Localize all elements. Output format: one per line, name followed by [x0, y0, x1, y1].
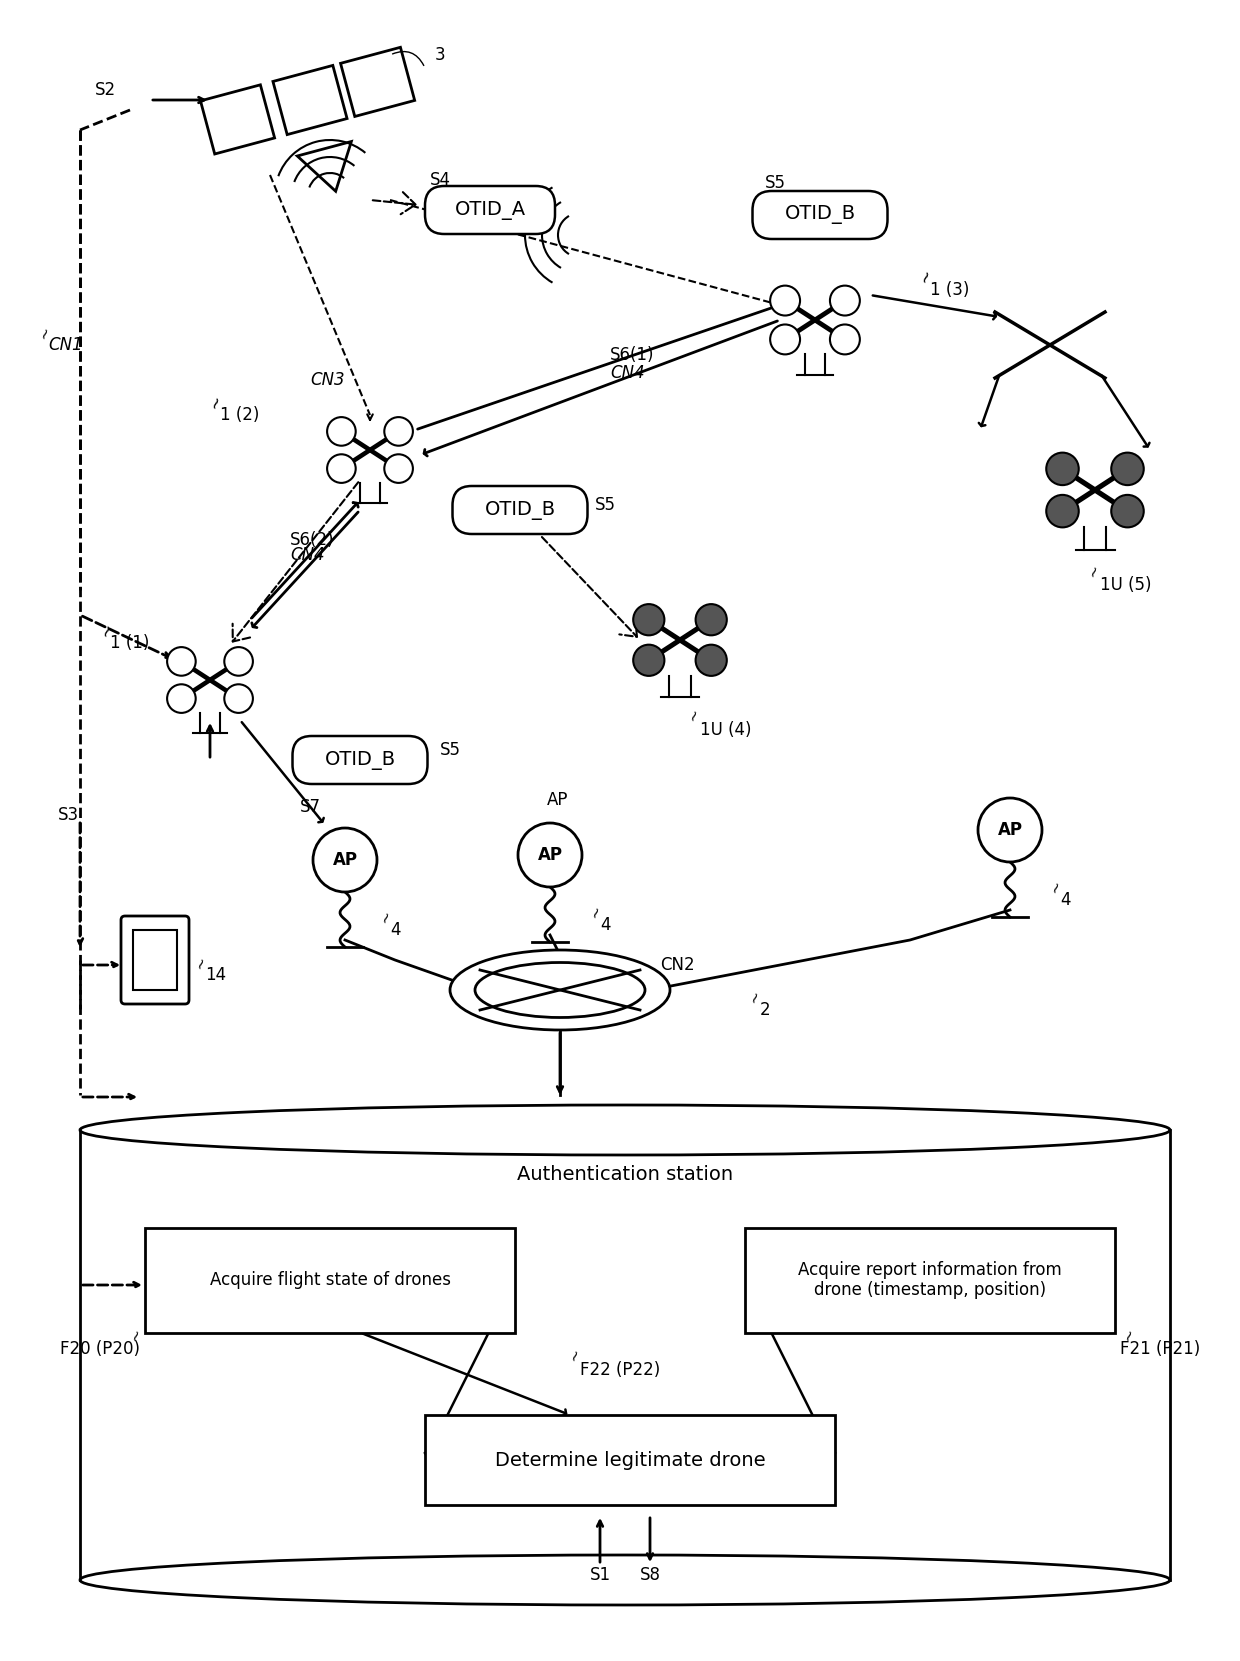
Text: ∼: ∼	[684, 706, 703, 723]
Text: S6(1): S6(1)	[610, 345, 655, 364]
FancyBboxPatch shape	[293, 736, 428, 784]
Text: ∼: ∼	[565, 1345, 584, 1364]
Text: S3: S3	[58, 806, 79, 824]
Text: ∼: ∼	[1120, 1327, 1138, 1344]
Text: ∼: ∼	[915, 267, 936, 286]
Text: OTID_B: OTID_B	[325, 751, 396, 769]
Text: 1U (4): 1U (4)	[701, 721, 751, 739]
Text: S4: S4	[430, 171, 451, 189]
Text: 1U (5): 1U (5)	[1100, 576, 1152, 595]
Text: AP: AP	[547, 791, 569, 809]
Circle shape	[770, 286, 800, 316]
Text: F20 (P20): F20 (P20)	[60, 1340, 140, 1359]
Text: Determine legitimate drone: Determine legitimate drone	[495, 1450, 765, 1470]
Text: AP: AP	[997, 821, 1023, 839]
Text: 3: 3	[435, 47, 445, 65]
Text: ∼: ∼	[192, 953, 211, 972]
Text: S5: S5	[440, 741, 461, 759]
Text: S5: S5	[595, 497, 616, 513]
Text: 4: 4	[391, 920, 401, 938]
Text: ∼: ∼	[587, 904, 605, 920]
Text: 2: 2	[760, 1002, 770, 1018]
Text: OTID_B: OTID_B	[485, 500, 556, 520]
Text: Acquire flight state of drones: Acquire flight state of drones	[210, 1271, 450, 1289]
Circle shape	[830, 286, 859, 316]
Circle shape	[224, 684, 253, 713]
Circle shape	[312, 827, 377, 892]
Text: 14: 14	[205, 967, 226, 983]
Ellipse shape	[450, 950, 670, 1030]
Circle shape	[1047, 495, 1079, 528]
FancyBboxPatch shape	[453, 487, 588, 533]
Circle shape	[167, 684, 196, 713]
Ellipse shape	[81, 1105, 1171, 1154]
Bar	[145, 1227, 515, 1332]
Text: S5: S5	[765, 174, 786, 193]
Text: Authentication station: Authentication station	[517, 1166, 733, 1184]
Circle shape	[978, 797, 1042, 862]
Text: ∼: ∼	[377, 909, 396, 925]
FancyBboxPatch shape	[425, 186, 556, 234]
Text: OTID_B: OTID_B	[785, 206, 856, 224]
Text: AP: AP	[332, 850, 357, 869]
FancyBboxPatch shape	[122, 915, 188, 1003]
Text: CN2: CN2	[660, 957, 694, 973]
Circle shape	[770, 324, 800, 354]
Text: 4: 4	[1060, 890, 1070, 909]
Circle shape	[384, 455, 413, 483]
Text: 4: 4	[600, 915, 610, 933]
Circle shape	[830, 324, 859, 354]
Circle shape	[327, 455, 356, 483]
Bar	[133, 930, 177, 990]
Circle shape	[327, 417, 356, 445]
Text: CN4: CN4	[290, 546, 325, 565]
Text: CN3: CN3	[310, 370, 345, 389]
Bar	[81, 1129, 1171, 1580]
Circle shape	[634, 644, 665, 676]
Text: ∼: ∼	[205, 392, 227, 412]
Text: Acquire report information from
drone (timestamp, position): Acquire report information from drone (t…	[799, 1261, 1061, 1299]
Circle shape	[167, 648, 196, 676]
Text: S6(2): S6(2)	[290, 532, 335, 550]
Circle shape	[696, 605, 727, 635]
Text: CN4: CN4	[610, 364, 645, 382]
Text: ∼: ∼	[646, 968, 665, 987]
Text: F22 (P22): F22 (P22)	[580, 1360, 660, 1379]
Text: 1 (3): 1 (3)	[930, 281, 970, 299]
Text: S7: S7	[300, 797, 321, 816]
Text: ∼: ∼	[36, 324, 55, 341]
Text: F21 (P21): F21 (P21)	[1120, 1340, 1200, 1359]
Text: 1 (1): 1 (1)	[110, 635, 149, 653]
Bar	[425, 1415, 835, 1505]
Circle shape	[1111, 495, 1143, 528]
Circle shape	[518, 822, 582, 887]
Circle shape	[1111, 453, 1143, 485]
Text: 1 (2): 1 (2)	[219, 405, 259, 424]
Bar	[745, 1227, 1115, 1332]
Text: S8: S8	[640, 1566, 661, 1585]
Text: ∼: ∼	[1085, 561, 1104, 580]
FancyBboxPatch shape	[753, 191, 888, 239]
Text: ∼: ∼	[1047, 879, 1065, 895]
Circle shape	[696, 644, 727, 676]
Text: ∼: ∼	[126, 1327, 145, 1344]
Circle shape	[384, 417, 413, 445]
Circle shape	[634, 605, 665, 635]
Ellipse shape	[81, 1555, 1171, 1605]
Text: CN1: CN1	[48, 336, 83, 354]
Text: ∼: ∼	[95, 621, 118, 639]
Text: S1: S1	[589, 1566, 610, 1585]
Circle shape	[1047, 453, 1079, 485]
Text: ∼: ∼	[746, 988, 764, 1005]
Text: AP: AP	[537, 845, 563, 864]
Ellipse shape	[475, 962, 645, 1018]
Text: S2: S2	[95, 81, 117, 100]
Text: OTID_A: OTID_A	[454, 201, 526, 219]
Circle shape	[224, 648, 253, 676]
